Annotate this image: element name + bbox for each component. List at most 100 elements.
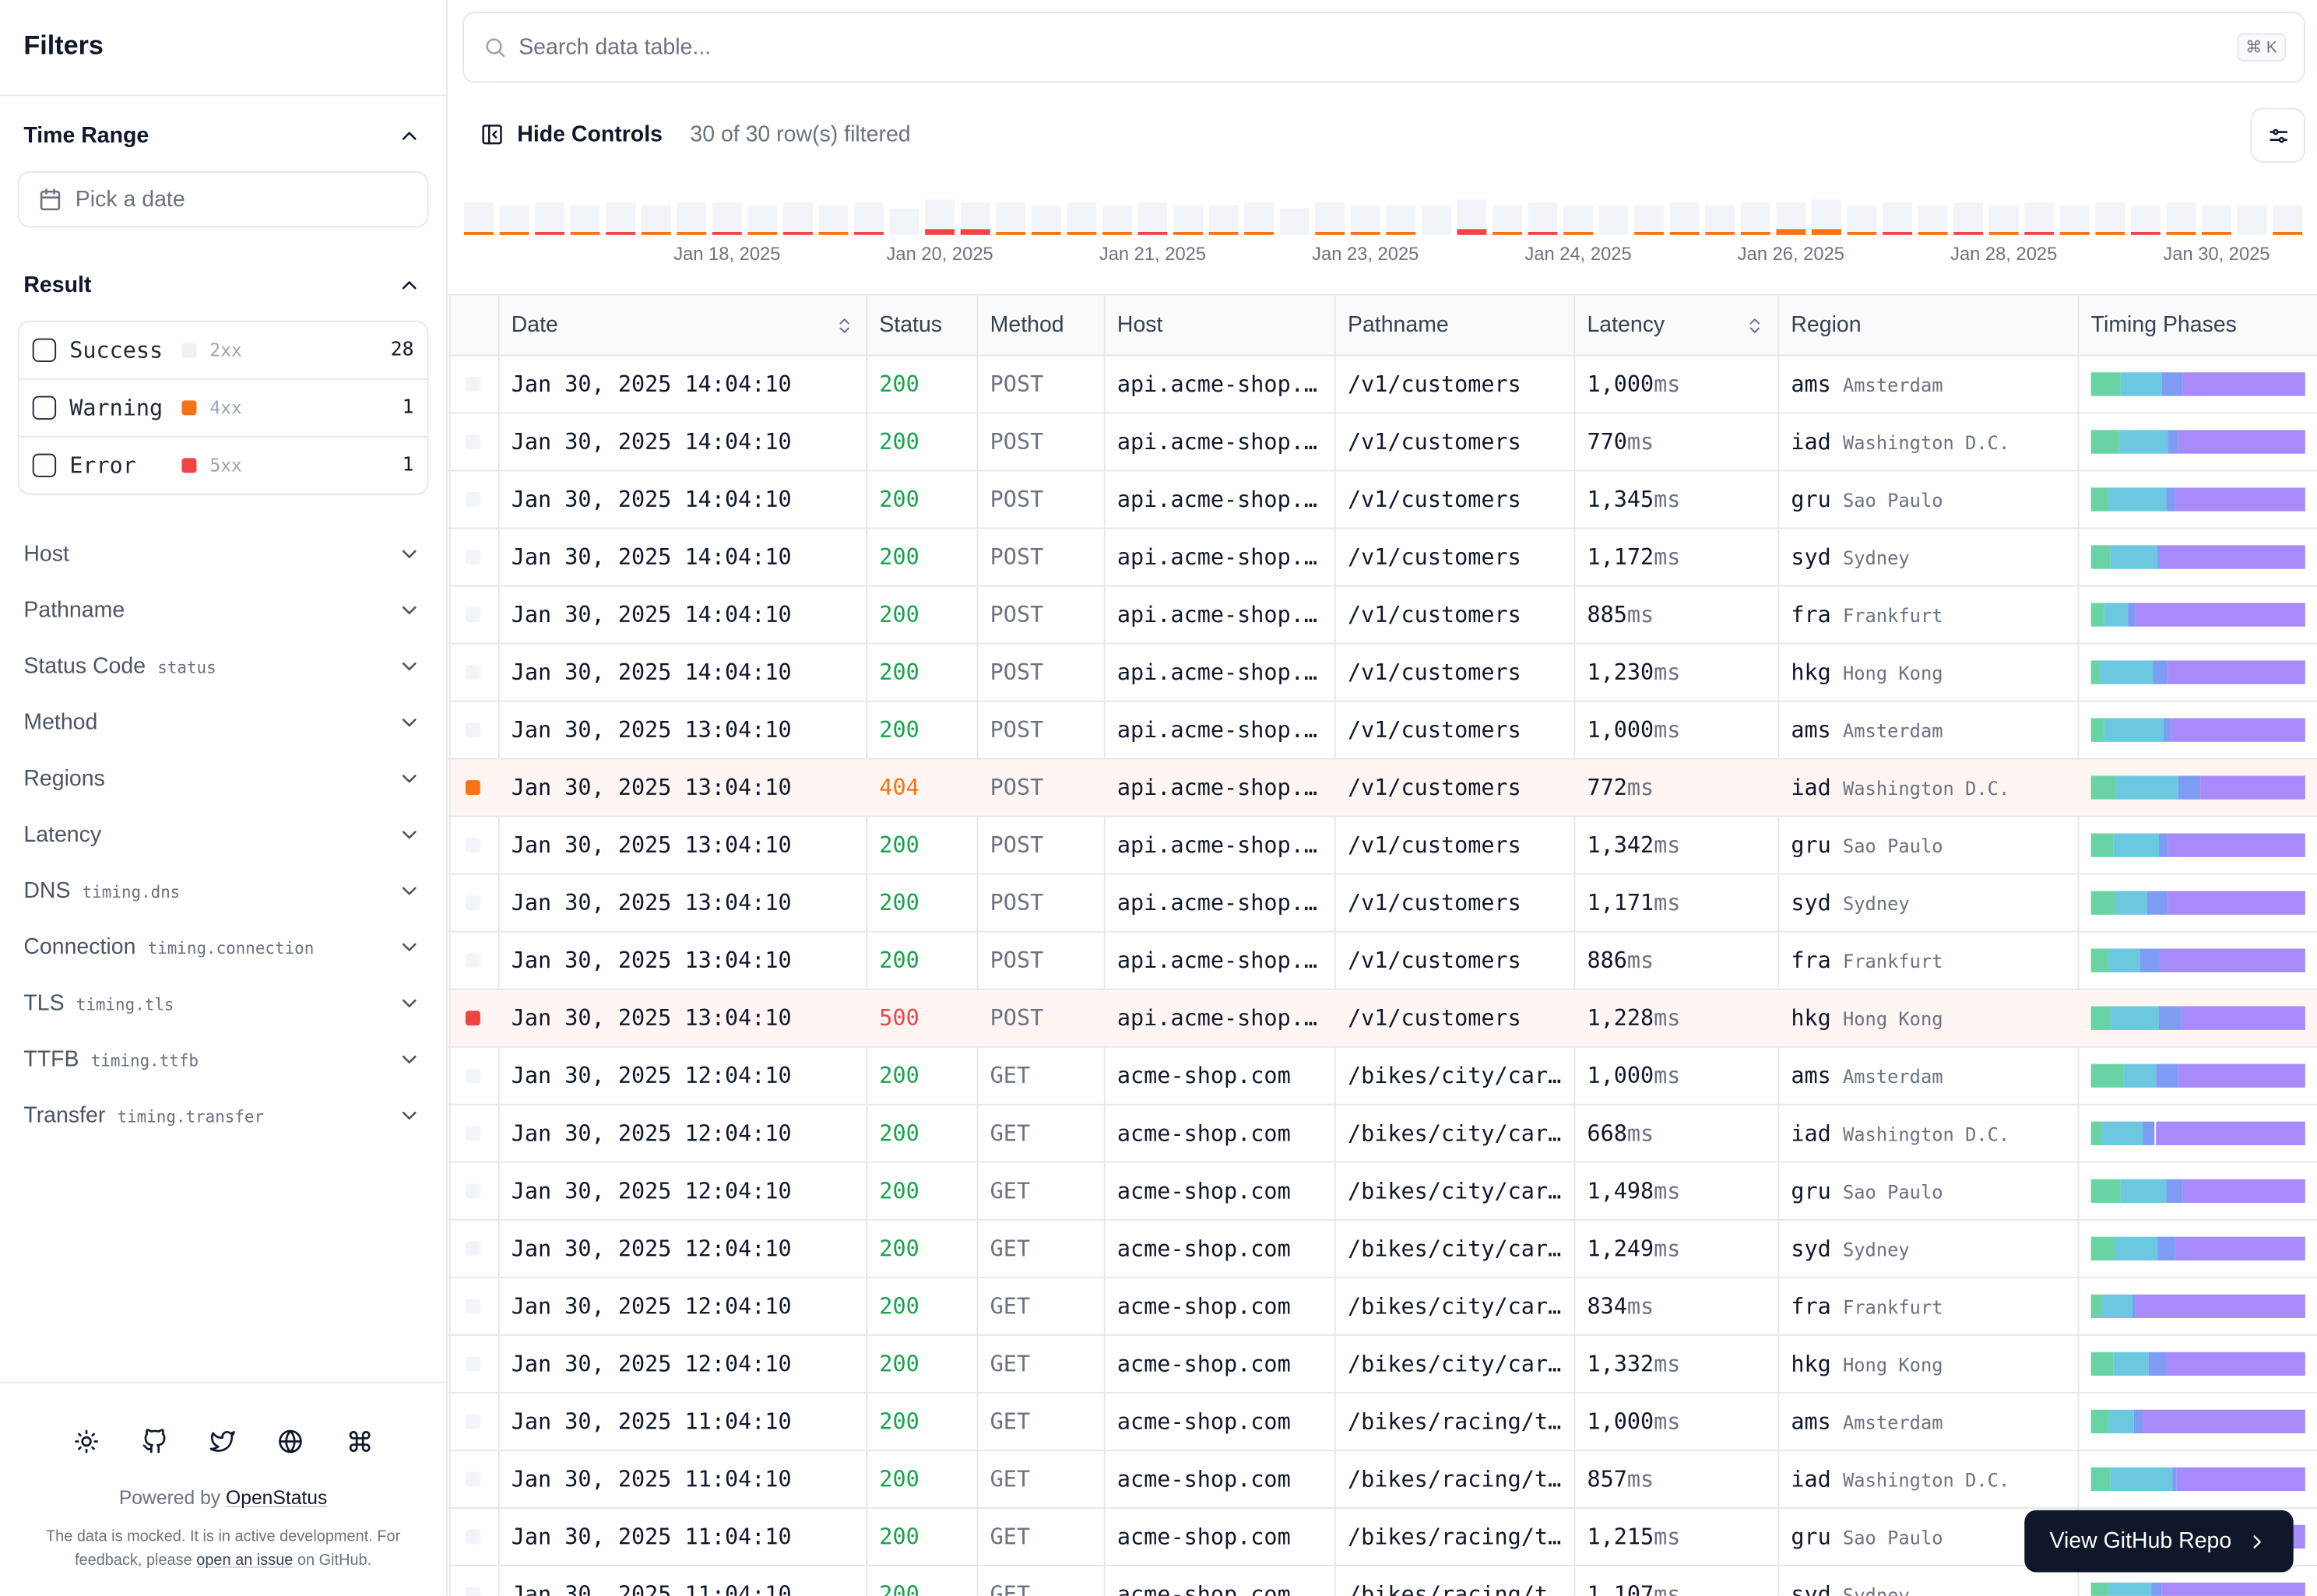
- histogram-segment[interactable]: [818, 206, 849, 232]
- table-row[interactable]: Jan 30, 2025 12:04:10 200 GET acme-shop.com…: [451, 1278, 2317, 1334]
- histogram-segment[interactable]: [1598, 206, 1629, 235]
- expand-icon[interactable]: [398, 655, 421, 678]
- histogram-segment[interactable]: [641, 206, 671, 232]
- histogram-segment[interactable]: [854, 202, 884, 232]
- histogram-segment[interactable]: [641, 231, 671, 235]
- histogram-segment[interactable]: [2059, 206, 2090, 232]
- filter-header[interactable]: TTFB timing.ttfb: [23, 1047, 199, 1072]
- brand-link[interactable]: OpenStatus: [226, 1486, 328, 1509]
- histogram-segment[interactable]: [1847, 206, 1877, 232]
- expand-icon[interactable]: [398, 1104, 421, 1127]
- sort-icon[interactable]: [1745, 315, 1764, 335]
- histogram-segment[interactable]: [996, 202, 1026, 232]
- histogram-segment[interactable]: [2202, 231, 2231, 235]
- histogram-segment[interactable]: [996, 231, 1026, 235]
- filter-header[interactable]: Transfer timing.transfer: [23, 1103, 264, 1128]
- histogram-segment[interactable]: [1031, 206, 1061, 232]
- histogram-segment[interactable]: [2237, 206, 2267, 235]
- histogram-segment[interactable]: [2166, 202, 2196, 232]
- histogram-segment[interactable]: [1067, 202, 1097, 232]
- histogram-segment[interactable]: [1244, 231, 1275, 235]
- table-row[interactable]: Jan 30, 2025 11:04:10 200 GET acme-shop.com…: [451, 1451, 2317, 1507]
- expand-icon[interactable]: [398, 935, 421, 958]
- histogram-segment[interactable]: [1386, 206, 1416, 232]
- histogram-segment[interactable]: [1492, 206, 1522, 232]
- table-row[interactable]: Jan 30, 2025 13:04:10 200 POST api.acme-sho…: [451, 817, 2317, 874]
- histogram-segment[interactable]: [1173, 206, 1203, 232]
- histogram-segment[interactable]: [1953, 202, 1984, 232]
- column-header[interactable]: Pathname: [1347, 312, 1449, 338]
- histogram-segment[interactable]: [677, 202, 707, 232]
- view-options-button[interactable]: [2250, 107, 2305, 163]
- histogram-segment[interactable]: [2095, 231, 2125, 235]
- histogram-segment[interactable]: [1244, 202, 1275, 232]
- filter-header[interactable]: TLS timing.tls: [23, 991, 174, 1016]
- table-row[interactable]: Jan 30, 2025 14:04:10 200 POST api.acme-sho…: [451, 413, 2317, 469]
- histogram-segment[interactable]: [606, 202, 636, 232]
- collapse-icon[interactable]: [398, 273, 421, 297]
- histogram-segment[interactable]: [2130, 206, 2161, 232]
- histogram-segment[interactable]: [782, 202, 813, 232]
- sort-icon[interactable]: [834, 315, 853, 335]
- histogram-segment[interactable]: [1102, 231, 1132, 235]
- histogram-segment[interactable]: [535, 231, 565, 235]
- histogram-segment[interactable]: [1705, 231, 1735, 235]
- histogram-segment[interactable]: [1457, 199, 1487, 229]
- filter-header[interactable]: Status Code status: [23, 654, 216, 679]
- table-row[interactable]: Jan 30, 2025 11:04:10 200 GET acme-shop.com…: [451, 1394, 2317, 1450]
- expand-icon[interactable]: [398, 767, 421, 790]
- histogram-segment[interactable]: [2273, 231, 2303, 235]
- histogram-segment[interactable]: [2273, 206, 2303, 232]
- histogram-segment[interactable]: [1776, 202, 1806, 229]
- histogram-segment[interactable]: [1883, 202, 1913, 232]
- column-header[interactable]: Latency: [1587, 312, 1665, 338]
- histogram-segment[interactable]: [2130, 231, 2161, 235]
- search-box[interactable]: Search data table... ⌘ K: [462, 12, 2305, 83]
- expand-icon[interactable]: [398, 711, 421, 734]
- histogram-segment[interactable]: [1634, 206, 1665, 232]
- histogram-segment[interactable]: [1988, 206, 2019, 232]
- histogram-segment[interactable]: [1847, 231, 1877, 235]
- histogram-segment[interactable]: [570, 231, 600, 235]
- histogram-segment[interactable]: [925, 228, 955, 235]
- histogram-segment[interactable]: [1173, 231, 1203, 235]
- table-row[interactable]: Jan 30, 2025 14:04:10 200 POST api.acme-sho…: [451, 356, 2317, 412]
- histogram-segment[interactable]: [606, 231, 636, 235]
- expand-icon[interactable]: [398, 1048, 421, 1071]
- expand-icon[interactable]: [398, 879, 421, 902]
- histogram-segment[interactable]: [1421, 206, 1451, 235]
- filter-header[interactable]: DNS timing.dns: [23, 878, 180, 903]
- histogram-segment[interactable]: [2166, 231, 2196, 235]
- date-picker[interactable]: Pick a date: [17, 171, 429, 228]
- column-header[interactable]: Region: [1791, 312, 1862, 338]
- histogram-segment[interactable]: [1137, 231, 1168, 235]
- histogram-segment[interactable]: [1918, 206, 1948, 232]
- histogram-segment[interactable]: [1883, 231, 1913, 235]
- histogram-segment[interactable]: [1740, 202, 1770, 232]
- histogram-segment[interactable]: [712, 231, 742, 235]
- histogram-segment[interactable]: [1279, 209, 1310, 235]
- histogram-segment[interactable]: [2024, 231, 2055, 235]
- table-row[interactable]: Jan 30, 2025 13:04:10 200 POST api.acme-sho…: [451, 875, 2317, 931]
- histogram-segment[interactable]: [747, 231, 778, 235]
- histogram-segment[interactable]: [1315, 231, 1345, 235]
- histogram-segment[interactable]: [463, 231, 494, 235]
- checkbox[interactable]: [32, 338, 57, 363]
- filter-header[interactable]: Regions: [23, 766, 104, 791]
- histogram-segment[interactable]: [1350, 231, 1380, 235]
- column-header[interactable]: Method: [990, 312, 1064, 338]
- footer-icon[interactable]: [142, 1428, 167, 1453]
- histogram-segment[interactable]: [1953, 231, 1984, 235]
- table-row[interactable]: Jan 30, 2025 12:04:10 200 GET acme-shop.com…: [451, 1336, 2317, 1392]
- histogram-segment[interactable]: [1563, 206, 1594, 232]
- github-button[interactable]: View GitHub Repo: [2024, 1510, 2294, 1573]
- histogram-segment[interactable]: [1492, 231, 1522, 235]
- expand-icon[interactable]: [398, 543, 421, 566]
- histogram-segment[interactable]: [747, 206, 778, 232]
- histogram-segment[interactable]: [1315, 202, 1345, 232]
- histogram-segment[interactable]: [535, 202, 565, 232]
- column-header[interactable]: Status: [879, 312, 943, 338]
- footer-icon[interactable]: [279, 1428, 304, 1453]
- column-header[interactable]: Date: [511, 312, 558, 338]
- histogram-segment[interactable]: [782, 231, 813, 235]
